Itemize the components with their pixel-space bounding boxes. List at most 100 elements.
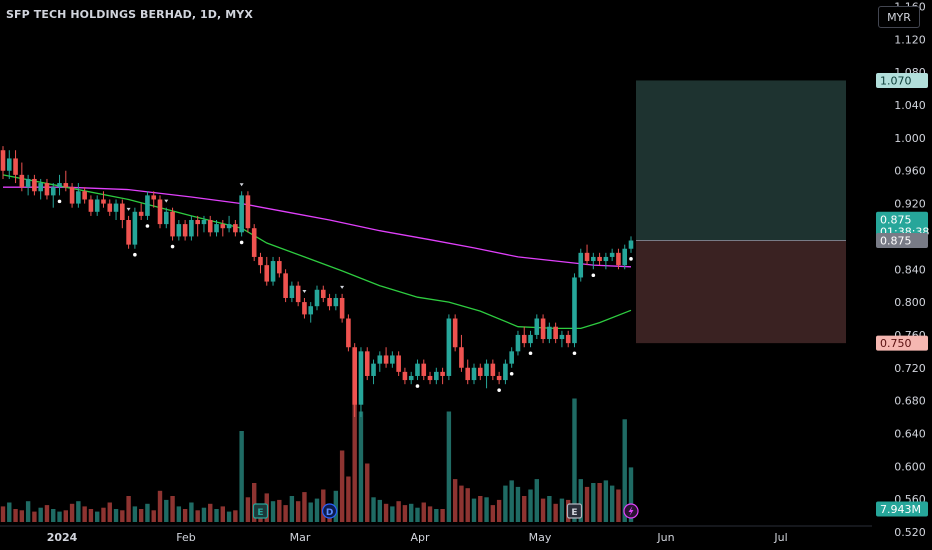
volume-bar [189, 502, 194, 522]
volume-bar [233, 510, 238, 522]
candle-body [540, 318, 546, 340]
candle-body [189, 220, 194, 237]
y-tick-label: 1.000 [894, 132, 926, 145]
candle-body [264, 265, 270, 282]
volume-bar [126, 496, 131, 522]
candle-body [157, 199, 163, 225]
candle-body [239, 195, 244, 233]
x-tick-label: Mar [290, 531, 311, 544]
volume-bar [522, 496, 527, 522]
candle-body [295, 285, 301, 303]
candle-body [465, 367, 471, 381]
candle-body [333, 297, 339, 307]
candle-body [270, 261, 276, 282]
candle-body [38, 183, 43, 192]
volume-bar [145, 503, 150, 522]
volume-bar [295, 501, 301, 522]
x-tick-label: Jul [773, 531, 787, 544]
volume-bar [82, 506, 87, 522]
earnings-marker [566, 503, 583, 519]
volume-bar [13, 509, 18, 522]
y-tick-label: 0.680 [894, 395, 926, 408]
y-tick-label: 0.640 [894, 427, 926, 440]
candle-body [565, 334, 571, 344]
candle-body [509, 351, 514, 364]
flash-icon-glyph [628, 506, 634, 516]
candle-body [113, 203, 119, 212]
candle-body [327, 297, 332, 307]
candle-body [308, 306, 314, 315]
candle-body [346, 318, 351, 348]
candle-body [440, 371, 445, 376]
volume-bar [270, 501, 276, 522]
candle-body [528, 334, 533, 344]
volume-bar [540, 498, 546, 522]
candle-body [101, 199, 106, 204]
volume-bar [459, 485, 464, 522]
candle-body [6, 158, 12, 171]
candle-body [320, 289, 326, 298]
ma-slow-line [3, 186, 632, 268]
volume-bar [547, 496, 552, 522]
signal-marker [239, 183, 244, 187]
signal-marker [629, 257, 633, 261]
volume-label: 7.943M [880, 503, 921, 516]
x-tick-label: May [529, 531, 552, 544]
volume-bar [101, 507, 106, 522]
candle-body [132, 211, 138, 245]
y-tick-label: 1.040 [894, 99, 926, 112]
volume-bar [553, 503, 558, 522]
volume-bar [151, 510, 156, 522]
candle-body [176, 224, 182, 237]
volume-bar [597, 483, 602, 522]
candle-body [377, 355, 383, 364]
signal-marker [126, 207, 131, 211]
volume-bar [572, 398, 577, 522]
candle-body [578, 252, 584, 278]
volume-bar [484, 497, 489, 522]
volume-bar [302, 492, 307, 522]
volume-bar [578, 479, 583, 522]
currency-button[interactable]: MYR [878, 6, 920, 28]
candle-body [490, 363, 496, 376]
candle-body [302, 302, 307, 315]
volume-bar [333, 490, 339, 522]
volume-bar [308, 502, 313, 522]
event-marker-label: E [571, 508, 577, 518]
volume-bar [371, 497, 376, 522]
y-tick-label: 0.840 [894, 263, 926, 276]
candle-body [553, 326, 558, 340]
volume-bar [113, 509, 119, 522]
signal-marker [145, 224, 150, 228]
stop-zone [636, 240, 846, 344]
signal-marker [302, 289, 307, 293]
volume-bar [509, 480, 514, 522]
signal-marker [591, 273, 596, 278]
candle-body [584, 252, 590, 262]
volume-bar [120, 510, 125, 522]
candle-body [597, 256, 602, 262]
volume-label-bg [876, 501, 928, 517]
candle-body [446, 318, 452, 376]
candle-body [459, 347, 464, 368]
candle-body [182, 224, 188, 237]
candle-body [521, 334, 527, 344]
volume-bar [201, 507, 207, 522]
candle-body [534, 318, 540, 335]
volume-bar [446, 411, 452, 522]
volume-bar [490, 505, 496, 522]
event-marker-label: D [326, 508, 333, 518]
candle-body [452, 318, 458, 348]
volume-bar [0, 506, 6, 522]
candle-body [163, 211, 169, 225]
candle-body [352, 347, 357, 405]
volume-bar [559, 498, 565, 522]
candle-body [277, 261, 282, 274]
volume-bar [164, 499, 169, 522]
volume-bar [622, 419, 627, 522]
volume-bar [138, 509, 144, 522]
candle-body [258, 256, 263, 266]
candle-body [69, 187, 75, 204]
volume-bar [195, 510, 200, 522]
